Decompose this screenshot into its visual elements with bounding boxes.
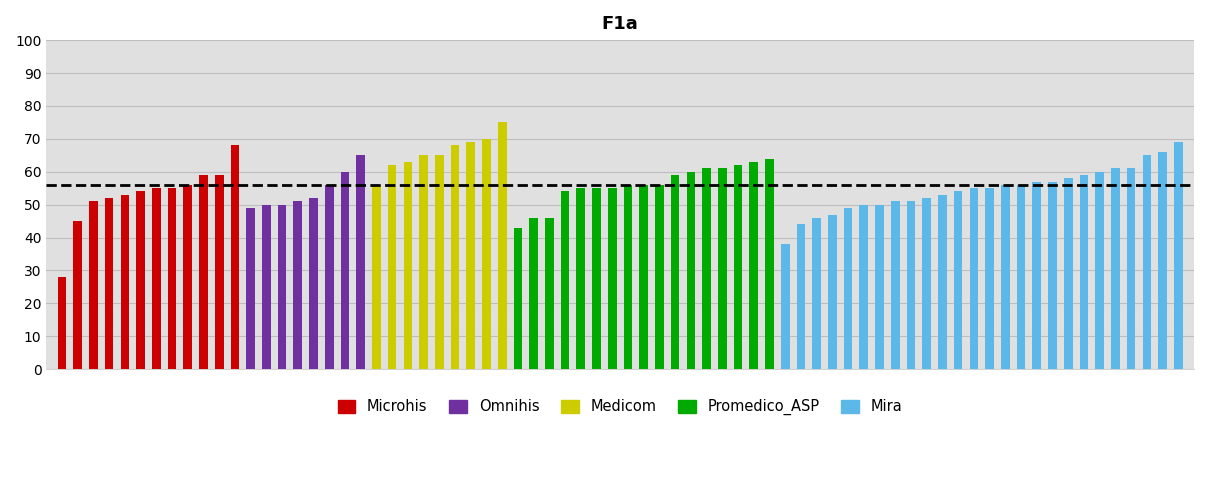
Bar xyxy=(89,201,98,369)
Bar xyxy=(671,175,679,369)
Bar xyxy=(1127,168,1135,369)
Bar xyxy=(294,201,302,369)
Bar xyxy=(907,201,915,369)
Bar xyxy=(152,188,161,369)
Bar xyxy=(765,158,774,369)
Title: F1a: F1a xyxy=(602,15,638,33)
Bar xyxy=(168,188,177,369)
Bar xyxy=(1017,185,1025,369)
Bar xyxy=(970,188,978,369)
Bar xyxy=(1001,185,1010,369)
Bar xyxy=(530,218,538,369)
Bar xyxy=(404,162,412,369)
Bar xyxy=(750,162,758,369)
Bar xyxy=(498,122,507,369)
Bar xyxy=(1111,168,1120,369)
Bar xyxy=(514,228,522,369)
Bar xyxy=(105,198,114,369)
Bar xyxy=(184,185,192,369)
Bar xyxy=(608,188,617,369)
Bar xyxy=(624,185,632,369)
Bar xyxy=(1032,182,1041,369)
Bar xyxy=(938,195,947,369)
Bar xyxy=(577,188,585,369)
Bar xyxy=(797,224,805,369)
Bar xyxy=(467,142,475,369)
Bar xyxy=(875,204,884,369)
Bar xyxy=(357,155,365,369)
Bar xyxy=(640,185,648,369)
Bar xyxy=(734,165,742,369)
Bar xyxy=(1095,172,1104,369)
Bar xyxy=(310,198,318,369)
Bar xyxy=(545,218,554,369)
Bar xyxy=(372,185,381,369)
Bar xyxy=(781,244,789,369)
Bar xyxy=(828,214,837,369)
Bar xyxy=(262,204,271,369)
Bar xyxy=(388,165,397,369)
Bar xyxy=(954,192,962,369)
Bar xyxy=(891,201,899,369)
Bar xyxy=(58,277,66,369)
Bar xyxy=(844,208,852,369)
Bar xyxy=(247,208,255,369)
Bar xyxy=(1143,155,1151,369)
Bar xyxy=(561,192,569,369)
Bar xyxy=(231,146,239,369)
Bar xyxy=(718,168,727,369)
Bar xyxy=(812,218,821,369)
Bar xyxy=(451,146,459,369)
Bar xyxy=(985,188,994,369)
Bar xyxy=(121,195,129,369)
Bar xyxy=(1174,142,1182,369)
Bar xyxy=(482,139,491,369)
Bar xyxy=(199,175,208,369)
Bar xyxy=(137,192,145,369)
Bar xyxy=(655,185,664,369)
Bar xyxy=(860,204,868,369)
Bar xyxy=(922,198,931,369)
Bar xyxy=(687,172,695,369)
Bar xyxy=(1064,178,1072,369)
Bar xyxy=(435,155,444,369)
Bar xyxy=(592,188,601,369)
Bar xyxy=(1158,152,1167,369)
Bar xyxy=(278,204,287,369)
Bar xyxy=(420,155,428,369)
Bar xyxy=(215,175,224,369)
Bar xyxy=(325,185,334,369)
Bar xyxy=(1048,182,1057,369)
Bar xyxy=(341,172,349,369)
Bar xyxy=(74,221,82,369)
Bar xyxy=(702,168,711,369)
Legend: Microhis, Omnihis, Medicom, Promedico_ASP, Mira: Microhis, Omnihis, Medicom, Promedico_AS… xyxy=(332,393,908,421)
Bar xyxy=(1080,175,1088,369)
